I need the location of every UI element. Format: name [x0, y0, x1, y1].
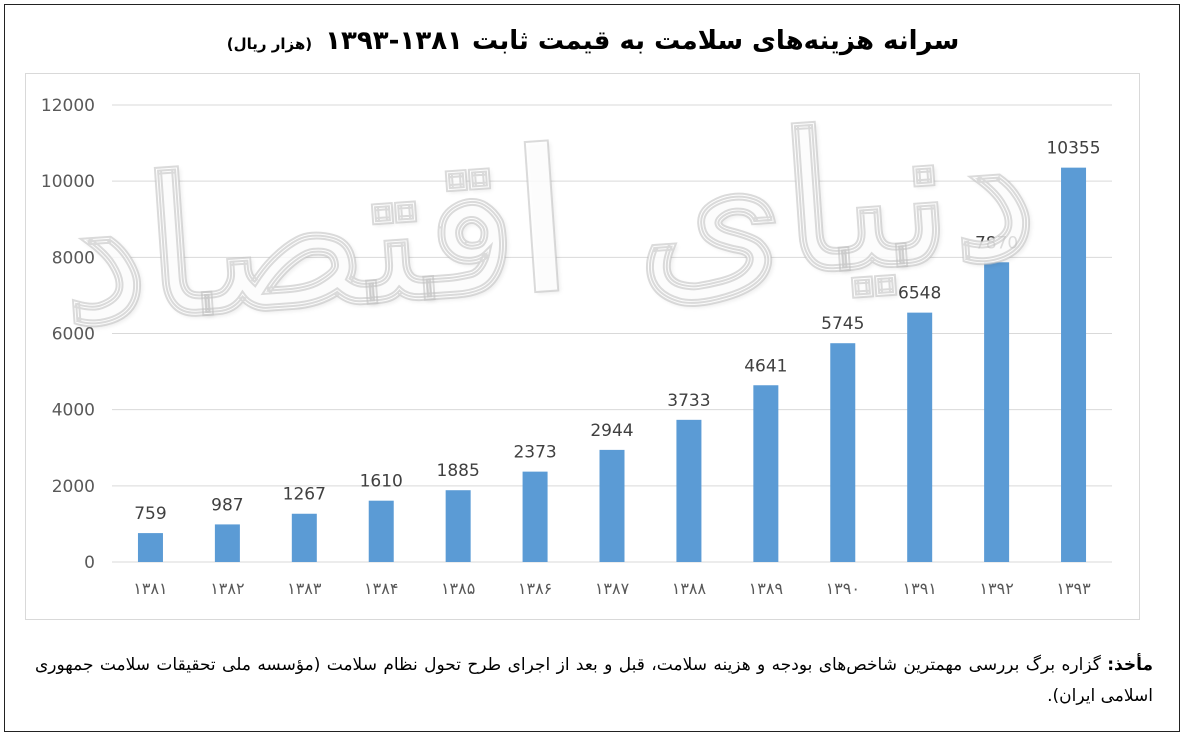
x-tick-label: ۱۳۹۰	[826, 579, 860, 598]
data-label: 1885	[437, 461, 480, 481]
bar	[368, 500, 394, 562]
x-tick-label: ۱۳۸۱	[133, 579, 167, 598]
y-tick-label: 4000	[52, 401, 95, 421]
chart-title-unit: (هزار ریال)	[226, 35, 313, 53]
data-label: 1267	[283, 485, 326, 505]
bar	[291, 513, 317, 562]
source-label: مأخذ:	[1107, 655, 1153, 675]
x-tick-label: ۱۳۹۳	[1056, 579, 1091, 598]
bar	[753, 385, 779, 562]
bar	[522, 471, 548, 562]
x-tick-label: ۱۳۸۶	[518, 579, 552, 598]
bar	[907, 312, 933, 562]
x-tick-label: ۱۳۸۵	[441, 579, 475, 598]
data-label: 759	[134, 504, 166, 524]
x-tick-label: ۱۳۸۹	[749, 579, 783, 598]
y-tick-label: 0	[84, 553, 95, 573]
bar	[1061, 167, 1087, 562]
data-label: 3733	[667, 391, 710, 411]
bar	[445, 490, 471, 562]
y-tick-label: 6000	[52, 325, 95, 345]
bar	[676, 419, 702, 562]
bar	[984, 262, 1010, 562]
chart-title-block: سرانه هزینه‌های سلامت به قیمت ثابت ۱۳۸۱-…	[0, 26, 1186, 56]
y-tick-label: 2000	[52, 477, 95, 497]
x-tick-label: ۱۳۸۷	[595, 579, 630, 598]
x-tick-label: ۱۳۸۲	[210, 579, 244, 598]
source-text: گزاره برگ بررسی مهمترین شاخص‌های بودجه و…	[35, 655, 1153, 706]
source-note: مأخذ: گزاره برگ بررسی مهمترین شاخص‌های ب…	[35, 650, 1153, 712]
x-tick-label: ۱۳۸۳	[287, 579, 322, 598]
data-label: 987	[211, 495, 243, 515]
y-tick-label: 8000	[52, 248, 95, 268]
bar	[214, 524, 240, 562]
y-tick-label: 10000	[41, 172, 95, 192]
data-label: 2373	[513, 443, 556, 463]
x-tick-label: ۱۳۹۱	[903, 579, 937, 598]
figure-frame	[4, 4, 1180, 732]
data-label: 7870	[975, 233, 1018, 253]
data-label: 10355	[1046, 139, 1100, 159]
data-label: 1610	[360, 472, 403, 492]
bar	[830, 343, 856, 562]
chart-title: سرانه هزینه‌های سلامت به قیمت ثابت ۱۳۸۱-…	[325, 26, 960, 56]
data-label: 4641	[744, 356, 787, 376]
data-label: 2944	[590, 421, 633, 441]
y-tick-label: 12000	[41, 96, 95, 116]
plot-area-border	[25, 73, 1140, 620]
bar	[599, 449, 625, 562]
data-label: 5745	[821, 314, 864, 334]
data-label: 6548	[898, 284, 941, 304]
x-tick-label: ۱۳۹۲	[979, 579, 1013, 598]
x-tick-label: ۱۳۸۴	[364, 579, 398, 598]
x-tick-label: ۱۳۸۸	[672, 579, 707, 598]
bar	[137, 533, 163, 562]
